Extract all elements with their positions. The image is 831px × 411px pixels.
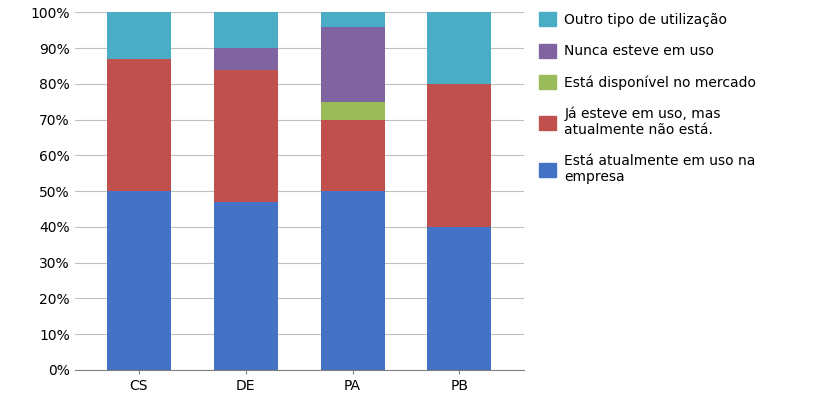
Bar — [321, 120, 385, 191]
Bar — [321, 102, 385, 120]
Bar — [321, 12, 385, 27]
Legend: Outro tipo de utilização, Nunca esteve em uso, Está disponível no mercado, Já es: Outro tipo de utilização, Nunca esteve e… — [539, 12, 756, 184]
Bar — [321, 27, 385, 102]
Bar — [427, 227, 491, 370]
Bar — [214, 48, 278, 69]
Bar — [107, 59, 171, 191]
Bar — [107, 12, 171, 59]
Bar — [427, 84, 491, 227]
Bar — [321, 191, 385, 370]
Bar — [214, 69, 278, 202]
Bar — [214, 202, 278, 370]
Bar — [214, 12, 278, 48]
Bar — [427, 12, 491, 84]
Bar — [107, 191, 171, 370]
